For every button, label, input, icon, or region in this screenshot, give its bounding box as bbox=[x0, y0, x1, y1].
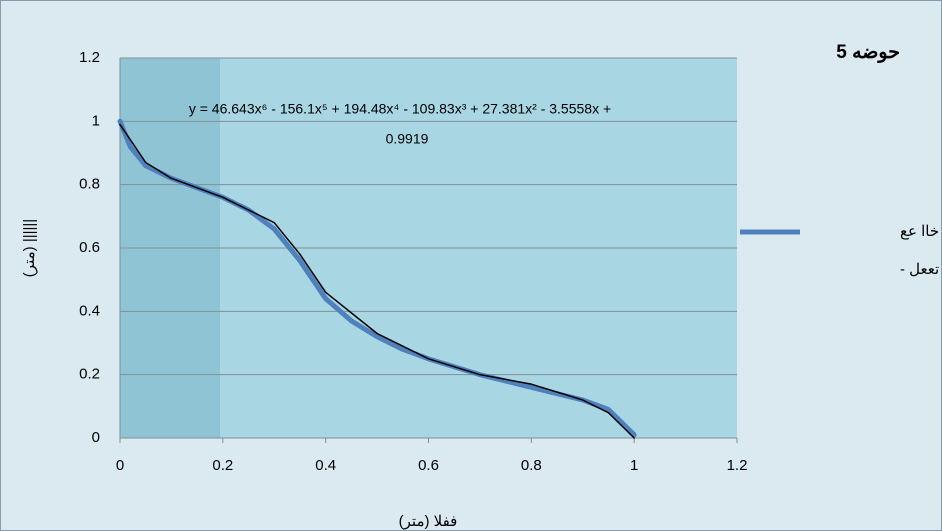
y-tick-label: 0.4 bbox=[79, 302, 100, 319]
y-tick-label: 0 bbox=[92, 429, 100, 446]
equation: 0.9919 bbox=[386, 131, 429, 147]
y-tick-label: 0.8 bbox=[79, 176, 100, 193]
x-tick-label: 0.6 bbox=[418, 457, 439, 474]
x-tick-label: 0.2 bbox=[212, 457, 233, 474]
y-tick-label: 0.2 bbox=[79, 366, 100, 383]
x-axis-label: ففلا (متر) bbox=[399, 513, 458, 530]
y-tick-label: 1 bbox=[92, 112, 100, 129]
chart-title: حوضه 5 bbox=[836, 42, 900, 63]
x-tick-label: 0.4 bbox=[315, 457, 336, 474]
legend-label: نیمرخ خاا عع bbox=[900, 223, 942, 240]
x-tick-label: 1 bbox=[630, 457, 638, 474]
x-tick-label: 0.8 bbox=[521, 457, 542, 474]
y-tick-label: 0.6 bbox=[79, 239, 100, 256]
x-tick-label: 0 bbox=[116, 457, 124, 474]
x-tick-label: 1.2 bbox=[727, 457, 748, 474]
y-axis-label: (متر) |||||| bbox=[21, 219, 38, 277]
series-line bbox=[119, 123, 635, 439]
equation: y = 46.643x⁶ - 156.1x⁵ + 194.48x⁴ - 109.… bbox=[189, 101, 611, 117]
legend-label: ذ بییی تععل - bbox=[900, 261, 942, 278]
y-tick-label: 1.2 bbox=[79, 49, 100, 66]
